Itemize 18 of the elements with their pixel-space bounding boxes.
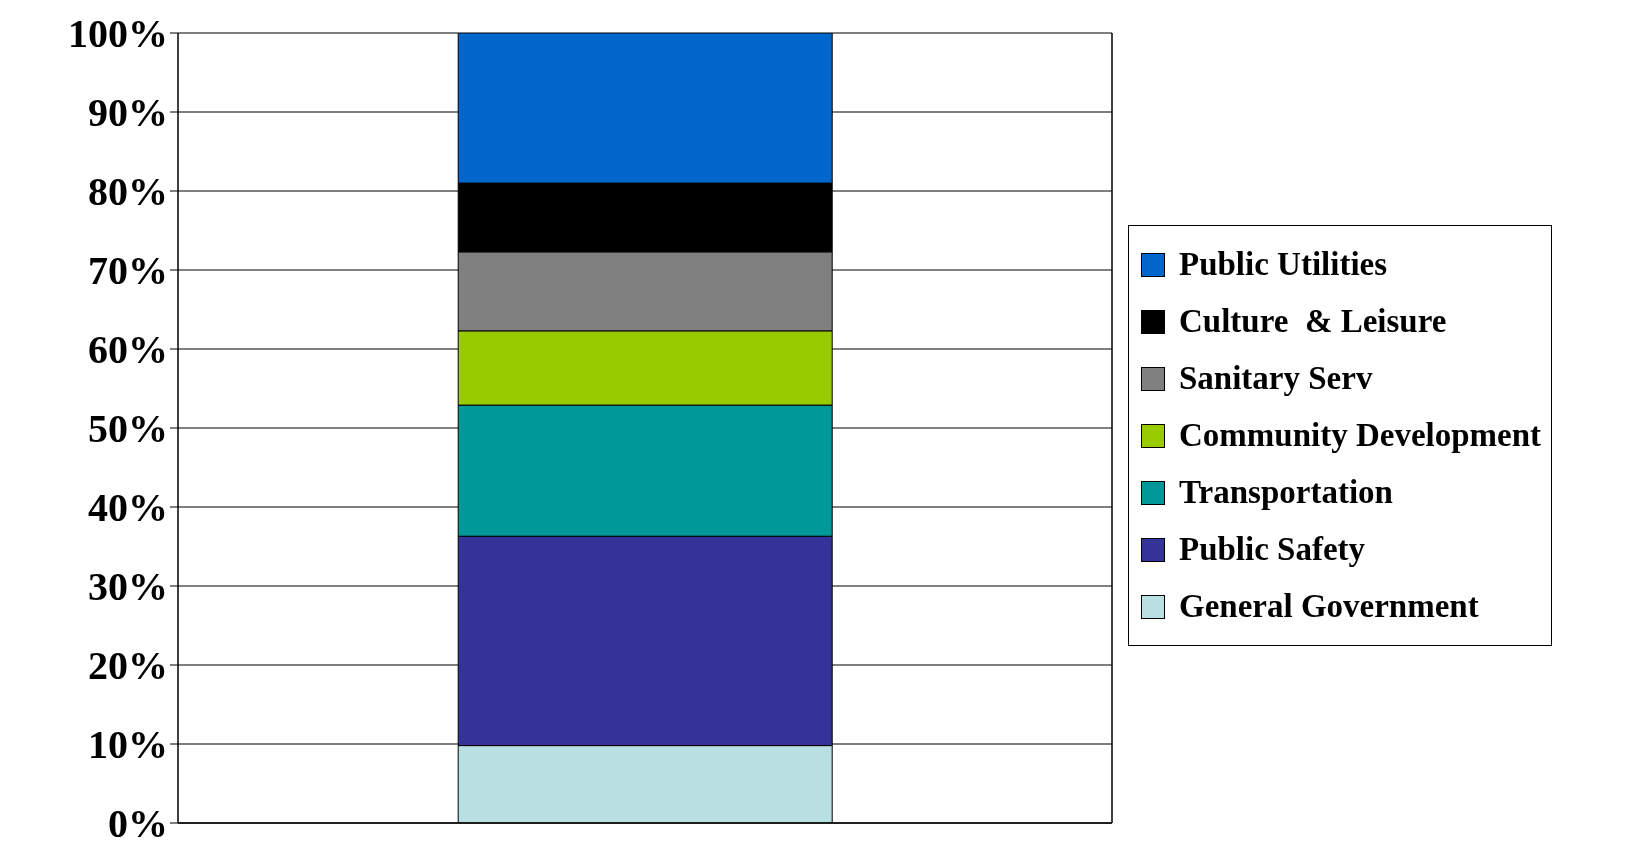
y-tick-label: 70% — [88, 248, 168, 294]
y-tick-label: 80% — [88, 169, 168, 215]
legend-label: Sanitary Serv — [1179, 360, 1373, 397]
y-tick-label: 20% — [88, 643, 168, 689]
y-tick-label: 60% — [88, 327, 168, 373]
y-tick-label: 0% — [108, 801, 168, 845]
legend-label: Public Safety — [1179, 531, 1366, 568]
y-tick-label: 90% — [88, 90, 168, 136]
legend-label: Culture & Leisure — [1179, 303, 1447, 340]
legend-label: Transportation — [1179, 474, 1393, 511]
y-tick-label: 40% — [88, 485, 168, 531]
y-tick-label: 10% — [88, 722, 168, 768]
y-tick-label: 50% — [88, 406, 168, 452]
legend-label: Community Development — [1179, 417, 1542, 454]
legend-label: General Government — [1179, 588, 1479, 625]
y-tick-label: 100% — [68, 11, 168, 57]
y-tick-label: 30% — [88, 564, 168, 610]
legend-label: Public Utilities — [1179, 246, 1388, 283]
